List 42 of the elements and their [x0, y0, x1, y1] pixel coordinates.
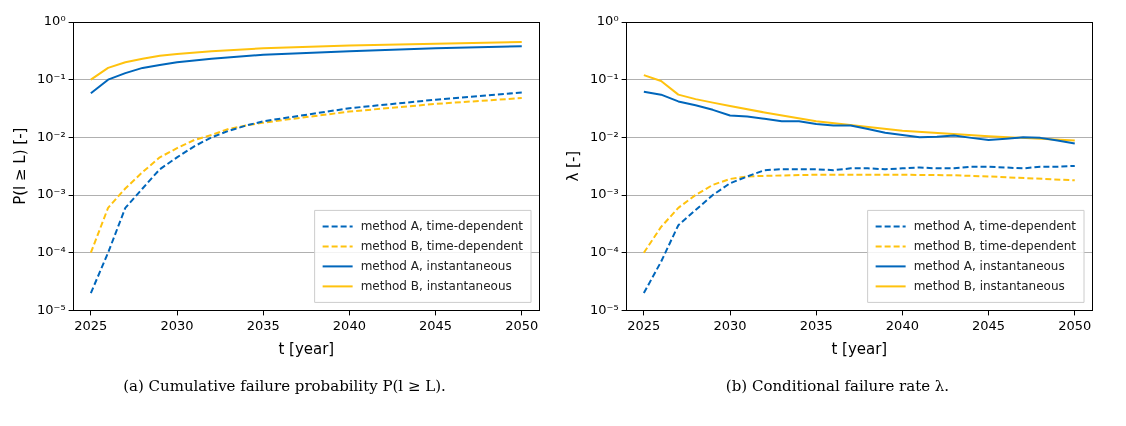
x-tick-label: 2050: [505, 317, 539, 333]
x-tick-label: 2045: [972, 317, 1006, 333]
y-tick-label: 10⁻²: [589, 128, 619, 144]
y-tick-label: 10⁰: [43, 13, 66, 29]
x-tick-label: 2030: [713, 317, 747, 333]
x-tick-label: 2050: [1058, 317, 1092, 333]
line-series: [642, 164, 1076, 295]
y-tick-label: 10⁻⁴: [36, 244, 66, 260]
y-axis-title: P(l ≥ L) [-]: [10, 127, 29, 205]
line-series: [89, 97, 523, 254]
y-tick-label: 10⁻⁵: [36, 301, 66, 317]
y-tick-label: 10⁻²: [36, 128, 66, 144]
y-tick-label: 10⁻³: [36, 186, 66, 202]
text: (b) Conditional failure rate λ.: [724, 377, 951, 395]
x-tick-label: 2045: [419, 317, 453, 333]
x-tick-label: 2025: [74, 317, 108, 333]
legend-label: method A, instantaneous: [913, 258, 1065, 273]
x-tick-label: 2035: [799, 317, 833, 333]
legend-label: method A, instantaneous: [360, 258, 512, 273]
legend-label: method B, instantaneous: [913, 278, 1065, 293]
y-tick-label: 10⁰: [596, 13, 619, 29]
y-tick-label: 10⁻¹: [36, 71, 66, 87]
x-tick-label: 2040: [885, 317, 919, 333]
line-series: [89, 91, 523, 295]
text: (a) Cumulative failure probability P(l ≥ L).: [122, 377, 447, 395]
x-tick-label: 2030: [160, 317, 194, 333]
line-series: [642, 173, 1076, 254]
y-tick-label: 10⁻⁵: [589, 301, 619, 317]
x-tick-label: 2040: [332, 317, 366, 333]
x-tick-label: 2025: [627, 317, 661, 333]
y-axis-title: λ [-]: [563, 150, 582, 182]
y-tick-label: 10⁻⁴: [589, 244, 619, 260]
legend-label: method B, time-dependent: [360, 238, 524, 253]
legend-label: method B, instantaneous: [360, 278, 512, 293]
legend-label: method A, time-dependent: [913, 218, 1077, 233]
x-tick-label: 2035: [246, 317, 280, 333]
legend-label: method A, time-dependent: [360, 218, 524, 233]
x-axis-title: t [year]: [831, 339, 888, 358]
legend-label: method B, time-dependent: [913, 238, 1077, 253]
x-axis-title: t [year]: [278, 339, 335, 358]
y-tick-label: 10⁻¹: [589, 71, 619, 87]
y-tick-label: 10⁻³: [589, 186, 619, 202]
